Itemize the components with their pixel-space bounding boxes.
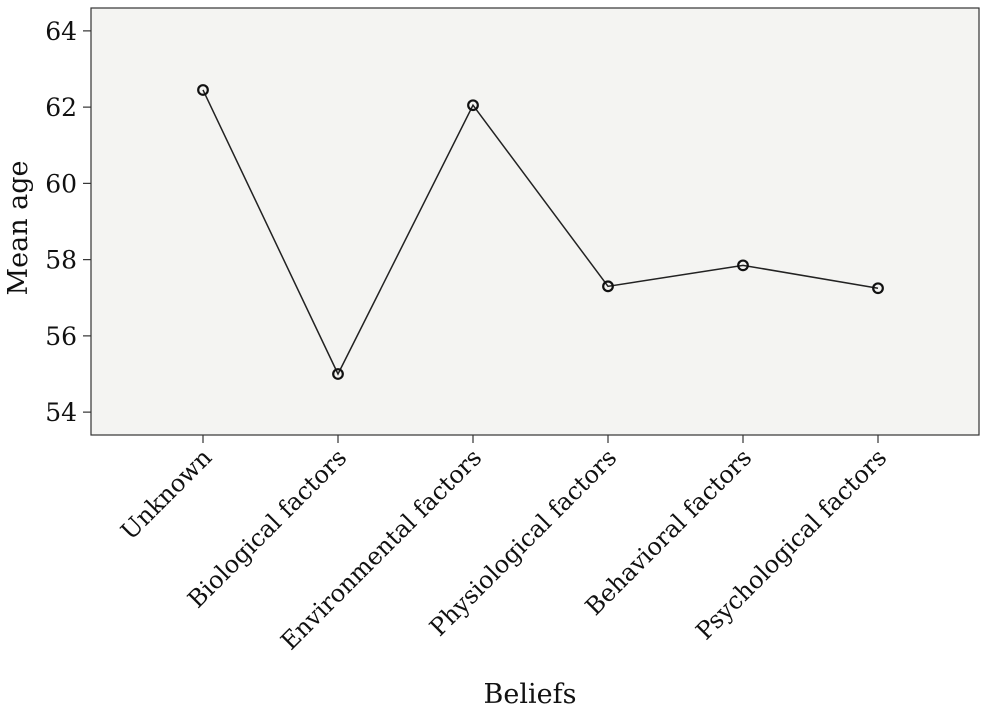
- data-point: [467, 99, 479, 112]
- y-tick-label: 56: [45, 322, 77, 351]
- data-point: [872, 282, 884, 295]
- series-layer: [197, 84, 884, 380]
- y-tick-label: 60: [45, 169, 77, 198]
- x-tick-label: Unknown: [115, 443, 217, 545]
- data-point: [332, 368, 344, 380]
- x-axis-title: Beliefs: [484, 679, 577, 710]
- y-axis-title: Mean age: [3, 160, 34, 295]
- y-tick-label: 54: [45, 398, 77, 427]
- data-point: [737, 259, 749, 272]
- plot-area: [90, 7, 980, 436]
- data-point: [602, 280, 614, 293]
- y-tick-label: 64: [45, 17, 77, 46]
- data-point: [197, 84, 209, 96]
- y-tick-label: 62: [45, 93, 77, 122]
- y-tick-label: 58: [45, 246, 77, 275]
- y-axis: 54 56 58 60 62 64: [45, 17, 91, 427]
- series-line: [202, 89, 879, 376]
